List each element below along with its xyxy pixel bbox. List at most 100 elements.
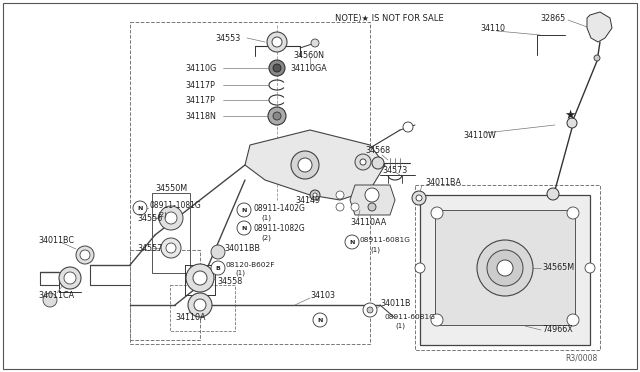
- Circle shape: [368, 203, 376, 211]
- Text: (1): (1): [395, 323, 405, 329]
- Bar: [435, 210, 575, 325]
- Circle shape: [298, 158, 312, 172]
- Text: 34011BB: 34011BB: [224, 244, 260, 253]
- Text: N: N: [349, 240, 355, 244]
- Circle shape: [313, 193, 317, 197]
- Text: 34568: 34568: [365, 145, 390, 154]
- Text: 34118N: 34118N: [185, 112, 216, 121]
- Circle shape: [291, 151, 319, 179]
- Circle shape: [237, 221, 251, 235]
- Circle shape: [237, 203, 251, 217]
- Text: 34011CA: 34011CA: [38, 291, 74, 299]
- Text: 34560N: 34560N: [293, 51, 324, 60]
- Circle shape: [272, 37, 282, 47]
- Circle shape: [365, 188, 379, 202]
- Circle shape: [372, 157, 384, 169]
- Text: 08911-1082G: 08911-1082G: [253, 224, 305, 232]
- Text: N: N: [241, 225, 246, 231]
- Text: 08911-6081G: 08911-6081G: [385, 314, 436, 320]
- Text: (1): (1): [235, 270, 245, 276]
- Circle shape: [336, 203, 344, 211]
- Circle shape: [567, 207, 579, 219]
- Text: 34110A: 34110A: [175, 314, 205, 323]
- Polygon shape: [245, 130, 385, 200]
- Bar: [170, 285, 235, 331]
- Circle shape: [166, 243, 176, 253]
- Text: 34556: 34556: [137, 214, 163, 222]
- Circle shape: [188, 293, 212, 317]
- Circle shape: [211, 245, 225, 259]
- Text: ★: ★: [564, 109, 575, 122]
- Text: 08120-B602F: 08120-B602F: [225, 262, 275, 268]
- Circle shape: [193, 271, 207, 285]
- Circle shape: [415, 263, 425, 273]
- Circle shape: [345, 235, 359, 249]
- Text: 74966X: 74966X: [542, 326, 573, 334]
- Text: 34110AA: 34110AA: [350, 218, 387, 227]
- Text: 34565M: 34565M: [542, 263, 574, 273]
- Text: N: N: [241, 208, 246, 212]
- Circle shape: [585, 263, 595, 273]
- Circle shape: [313, 313, 327, 327]
- Circle shape: [133, 201, 147, 215]
- Circle shape: [403, 122, 413, 132]
- Circle shape: [59, 267, 81, 289]
- Circle shape: [355, 154, 371, 170]
- Circle shape: [269, 60, 285, 76]
- Bar: [420, 195, 590, 345]
- Polygon shape: [587, 12, 612, 42]
- Circle shape: [267, 32, 287, 52]
- Circle shape: [165, 212, 177, 224]
- Circle shape: [43, 293, 57, 307]
- Text: 34557: 34557: [137, 244, 163, 253]
- Text: 34117P: 34117P: [185, 96, 215, 105]
- Text: 34110W: 34110W: [463, 131, 496, 140]
- Circle shape: [567, 314, 579, 326]
- Text: 34103: 34103: [310, 291, 335, 299]
- Text: 34011BA: 34011BA: [425, 177, 461, 186]
- Text: N: N: [138, 205, 143, 211]
- Circle shape: [477, 240, 533, 296]
- Text: 34573: 34573: [382, 166, 407, 174]
- Bar: [130, 250, 200, 340]
- Text: 34558: 34558: [217, 278, 243, 286]
- Circle shape: [76, 246, 94, 264]
- Text: R3/0008: R3/0008: [565, 353, 597, 362]
- Circle shape: [567, 118, 577, 128]
- Text: 34553: 34553: [215, 33, 240, 42]
- Text: 32865: 32865: [540, 13, 565, 22]
- Text: 34011B: 34011B: [380, 298, 410, 308]
- Circle shape: [360, 159, 366, 165]
- Circle shape: [310, 190, 320, 200]
- Circle shape: [487, 250, 523, 286]
- Text: 08911-1081G: 08911-1081G: [149, 201, 201, 209]
- Circle shape: [268, 107, 286, 125]
- Text: 34110: 34110: [480, 23, 505, 32]
- Circle shape: [273, 112, 281, 120]
- Circle shape: [64, 272, 76, 284]
- Bar: [130, 22, 370, 344]
- Text: 34110GA: 34110GA: [290, 64, 327, 73]
- Polygon shape: [350, 185, 395, 215]
- Text: 34117P: 34117P: [185, 80, 215, 90]
- Bar: [415, 185, 600, 350]
- Circle shape: [412, 191, 426, 205]
- Circle shape: [80, 250, 90, 260]
- Text: B: B: [216, 266, 220, 270]
- Bar: [152, 193, 190, 273]
- Circle shape: [367, 307, 373, 313]
- Text: 08911-6081G: 08911-6081G: [360, 237, 411, 243]
- Text: 34011BC: 34011BC: [38, 235, 74, 244]
- Circle shape: [159, 206, 183, 230]
- Circle shape: [336, 191, 344, 199]
- Text: (1): (1): [261, 215, 271, 221]
- Circle shape: [497, 260, 513, 276]
- Circle shape: [547, 188, 559, 200]
- Text: NOTE)★ IS NOT FOR SALE: NOTE)★ IS NOT FOR SALE: [335, 13, 444, 22]
- Text: 34550M: 34550M: [155, 183, 187, 192]
- Circle shape: [161, 238, 181, 258]
- Circle shape: [351, 203, 359, 211]
- Text: (1): (1): [370, 247, 380, 253]
- Text: 34149: 34149: [295, 196, 320, 205]
- Circle shape: [594, 55, 600, 61]
